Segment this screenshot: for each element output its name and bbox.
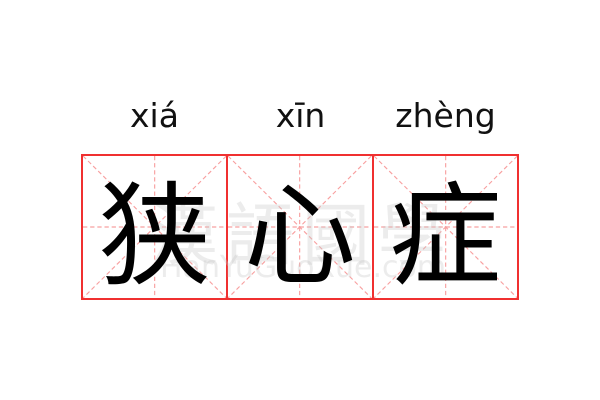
hanzi-1: 狭 bbox=[98, 172, 211, 302]
pinyin-2: xīn bbox=[275, 96, 326, 135]
guide-lines bbox=[373, 156, 517, 298]
grid-cell-2: 心 bbox=[228, 156, 374, 302]
grid-cell-3: 症 bbox=[373, 156, 517, 302]
character-grid: 狭 心 症 bbox=[81, 154, 519, 302]
pinyin-3: zhèng bbox=[395, 96, 496, 135]
pinyin-1: xiá bbox=[130, 96, 179, 135]
hanzi-2: 心 bbox=[243, 172, 356, 302]
hanzi-3: 症 bbox=[389, 172, 502, 302]
grid-cell-1: 狭 bbox=[83, 156, 229, 302]
guide-lines bbox=[228, 156, 372, 298]
guide-lines bbox=[83, 156, 227, 298]
